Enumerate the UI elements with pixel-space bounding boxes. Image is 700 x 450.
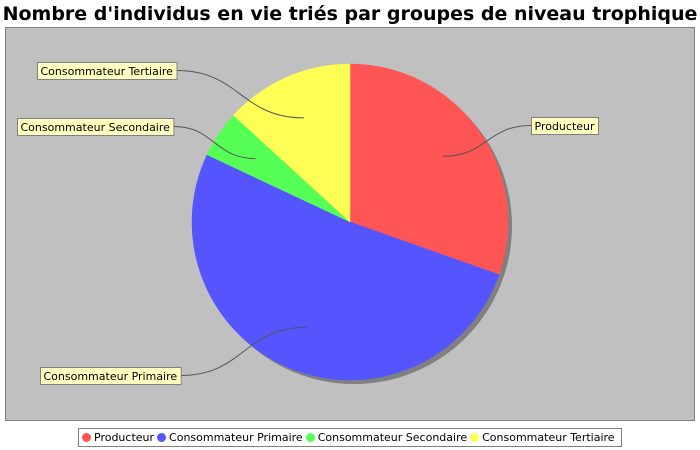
slice-label-box xyxy=(40,367,182,385)
legend-label: Producteur xyxy=(94,431,155,444)
legend: Producteur Consommateur Primaire Consomm… xyxy=(78,428,622,447)
leader-line-producteur xyxy=(442,125,532,157)
legend-item-consommateur-tertiaire: Consommateur Tertiaire xyxy=(470,431,615,444)
leader-line-consommateur-primaire xyxy=(180,326,307,376)
slice-label-text: Consommateur Primaire xyxy=(44,370,178,383)
pie-slices xyxy=(191,63,509,381)
slice-labels: Producteur Consommateur Primaire Consommat… xyxy=(17,62,599,385)
legend-item-consommateur-primaire: Consommateur Primaire xyxy=(157,431,303,444)
leader-line-consommateur-secondaire xyxy=(173,126,256,160)
legend-item-consommateur-secondaire: Consommateur Secondaire xyxy=(305,431,468,444)
legend-swatch xyxy=(305,433,315,442)
slice-label-box xyxy=(37,62,178,80)
slice-label-text: Consommateur Secondaire xyxy=(21,121,171,134)
slice-label-consommateur-secondaire: Consommateur Secondaire xyxy=(17,118,175,136)
legend-label: Consommateur Tertiaire xyxy=(482,431,615,444)
slice-label-consommateur-tertiaire: Consommateur Tertiaire xyxy=(37,62,178,80)
pie-slice-producteur xyxy=(349,63,509,275)
slice-label-box xyxy=(17,118,175,136)
slice-label-consommateur-primaire: Consommateur Primaire xyxy=(40,367,182,385)
slice-label-box xyxy=(531,117,599,135)
legend-swatch xyxy=(470,433,480,442)
legend-label: Consommateur Secondaire xyxy=(317,431,468,444)
pie-slice-consommateur-tertiaire xyxy=(233,63,351,223)
leader-line-consommateur-tertiaire xyxy=(176,70,305,119)
legend-item-producteur: Producteur xyxy=(82,431,154,444)
chart-title: Nombre d'individus en vie triés par grou… xyxy=(2,3,698,25)
slice-label-producteur: Producteur xyxy=(531,117,599,135)
slice-label-text: Consommateur Tertiaire xyxy=(41,65,174,78)
legend-label: Consommateur Primaire xyxy=(169,431,303,444)
legend-swatch xyxy=(82,433,91,442)
label-leader-lines xyxy=(173,70,532,376)
legend-swatch xyxy=(157,433,167,442)
slice-label-text: Producteur xyxy=(535,120,596,133)
pie-slice-consommateur-primaire xyxy=(191,154,500,381)
